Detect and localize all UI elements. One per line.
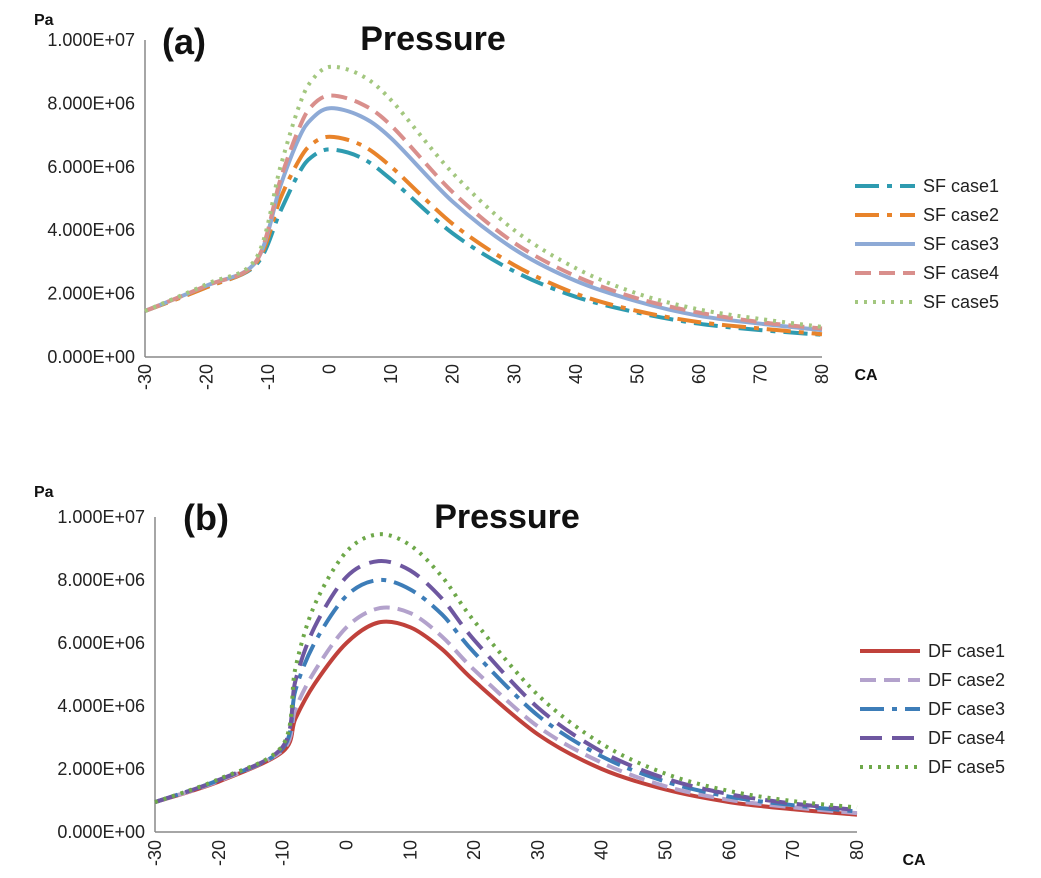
x-axis-label: CA <box>902 852 926 869</box>
y-tick-label: 6.000E+06 <box>47 157 135 177</box>
y-tick-label: 8.000E+06 <box>57 570 145 590</box>
legend-entry: SF case1 <box>923 176 999 196</box>
x-tick-label: 70 <box>750 364 770 384</box>
x-tick-label: 20 <box>464 840 484 860</box>
series-line-df-case1 <box>154 619 858 817</box>
x-axis-label: CA <box>854 367 878 384</box>
y-tick-label: 0.000E+00 <box>47 347 135 367</box>
x-tick-label: 50 <box>656 840 676 860</box>
series-line-sf-case2 <box>144 134 823 337</box>
x-tick-label: 50 <box>627 364 647 384</box>
y-tick-label: 8.000E+06 <box>47 93 135 113</box>
chart-title: Pressure <box>434 498 580 536</box>
panel-label: (a) <box>162 21 206 62</box>
x-tick-label: -10 <box>258 364 278 390</box>
x-tick-label: -30 <box>145 840 165 866</box>
legend-entry: SF case2 <box>923 205 999 225</box>
series-line-df-case3 <box>154 577 858 814</box>
x-tick-label: 70 <box>783 840 803 860</box>
x-tick-label: 10 <box>400 840 420 860</box>
y-axis-unit-label: Pa <box>34 12 54 29</box>
legend-entry: SF case3 <box>923 234 999 254</box>
legend-entry: SF case4 <box>923 263 999 283</box>
x-tick-label: 0 <box>336 840 356 850</box>
y-tick-label: 0.000E+00 <box>57 822 145 842</box>
x-tick-label: 80 <box>847 840 867 860</box>
x-tick-label: 40 <box>592 840 612 860</box>
series-line-df-case4 <box>154 558 858 812</box>
x-tick-label: -20 <box>209 840 229 866</box>
legend-entry: SF case5 <box>923 292 999 312</box>
chart-panel-a: 0.000E+00 2.000E+06 4.000E+06 6.000E+06 8.00… <box>34 12 999 390</box>
y-tick-label: 2.000E+06 <box>47 284 135 304</box>
legend-entry: DF case2 <box>928 670 1005 690</box>
series-line-sf-case1 <box>144 147 823 337</box>
x-tick-label: 30 <box>528 840 548 860</box>
x-tick-label: 60 <box>719 840 739 860</box>
series-line-sf-case5 <box>144 64 823 329</box>
x-tick-label: 10 <box>381 364 401 384</box>
series-line-sf-case4 <box>144 93 823 331</box>
x-tick-label: -10 <box>273 840 293 866</box>
x-tick-label: 0 <box>320 364 340 374</box>
chart-panel-b: 0.000E+00 2.000E+06 4.000E+06 6.000E+06 8.00… <box>34 484 1005 869</box>
y-tick-label: 1.000E+07 <box>57 507 145 527</box>
chart-title: Pressure <box>360 20 506 58</box>
y-tick-label: 4.000E+06 <box>47 220 135 240</box>
legend-entry: DF case4 <box>928 728 1005 748</box>
x-tick-label: 80 <box>812 364 832 384</box>
x-tick-label: 20 <box>443 364 463 384</box>
x-tick-label: -20 <box>197 364 217 390</box>
panel-label: (b) <box>183 497 229 538</box>
x-tick-label: 30 <box>504 364 524 384</box>
legend-entry: DF case3 <box>928 699 1005 719</box>
y-tick-label: 1.000E+07 <box>47 30 135 50</box>
legend-entry: DF case1 <box>928 641 1005 661</box>
legend-entry: DF case5 <box>928 757 1005 777</box>
x-tick-label: -30 <box>135 364 155 390</box>
y-axis-unit-label: Pa <box>34 484 54 501</box>
y-tick-label: 4.000E+06 <box>57 696 145 716</box>
x-tick-label: 60 <box>689 364 709 384</box>
y-tick-label: 2.000E+06 <box>57 759 145 779</box>
x-tick-label: 40 <box>566 364 586 384</box>
y-tick-label: 6.000E+06 <box>57 633 145 653</box>
